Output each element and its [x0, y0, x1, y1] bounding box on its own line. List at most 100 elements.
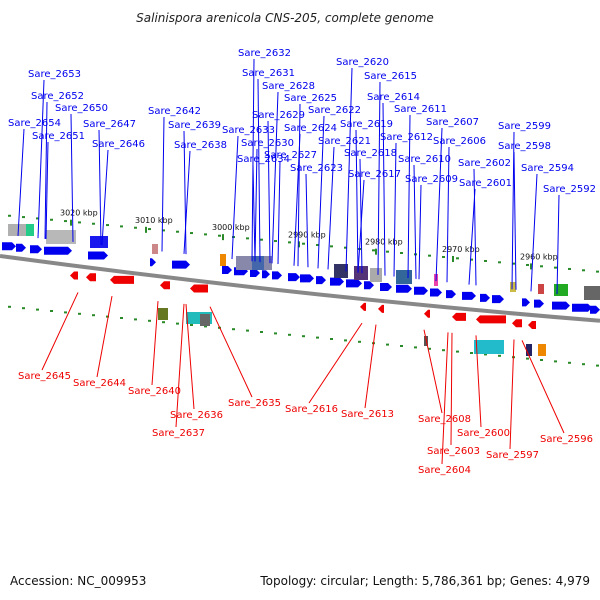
- grid-dot: [568, 267, 571, 270]
- tick-mark: [70, 219, 72, 226]
- forward-gene-arrow: [150, 258, 156, 267]
- reverse-gene-leader: [175, 303, 185, 428]
- reverse-gene-leader: [509, 339, 515, 450]
- grid-dot: [526, 357, 529, 360]
- forward-gene-label: Sare_2610: [398, 154, 451, 165]
- grid-dot: [540, 359, 543, 361]
- gene-feature-block: [554, 284, 568, 296]
- grid-dot: [470, 258, 473, 261]
- grid-dot: [120, 225, 123, 228]
- forward-gene-leader: [327, 146, 335, 270]
- reverse-gene-label: Sare_2596: [540, 434, 593, 445]
- reverse-gene-arrow: [70, 271, 78, 280]
- grid-dot: [106, 315, 109, 318]
- grid-dot: [246, 237, 249, 240]
- grid-dot: [8, 305, 11, 308]
- tick-mark: [375, 248, 377, 255]
- reverse-gene-label: Sare_2616: [285, 404, 338, 415]
- reverse-gene-leader: [423, 329, 443, 414]
- reverse-gene-label: Sare_2644: [73, 378, 126, 389]
- grid-dot: [162, 321, 165, 324]
- grid-dot: [344, 246, 347, 249]
- reverse-gene-arrow: [424, 309, 430, 318]
- forward-gene-label: Sare_2624: [284, 123, 337, 134]
- grid-dot: [330, 338, 333, 340]
- gene-feature-block: [46, 230, 76, 244]
- forward-gene-arrow: [552, 301, 570, 310]
- forward-gene-leader: [473, 168, 477, 286]
- grid-dot: [316, 244, 319, 247]
- forward-gene-label: Sare_2619: [340, 119, 393, 130]
- grid-dot: [274, 240, 277, 243]
- forward-gene-label: Sare_2602: [458, 158, 511, 169]
- forward-gene-label: Sare_2630: [241, 138, 294, 149]
- reverse-gene-leader: [41, 292, 79, 371]
- grid-dot: [78, 312, 81, 315]
- forward-gene-label: Sare_2612: [380, 132, 433, 143]
- forward-gene-leader: [44, 101, 48, 239]
- grid-dot: [148, 228, 151, 231]
- grid-dot: [498, 354, 501, 357]
- forward-gene-arrow: [492, 295, 504, 304]
- forward-gene-label: Sare_2594: [521, 163, 574, 174]
- forward-gene-arrow: [30, 245, 42, 254]
- reverse-gene-arrow: [378, 304, 384, 313]
- forward-gene-label: Sare_2621: [318, 136, 371, 147]
- forward-gene-arrow: [414, 286, 428, 295]
- grid-dot: [92, 222, 95, 225]
- reverse-gene-leader: [450, 332, 453, 446]
- grid-dot: [428, 347, 431, 350]
- forward-gene-arrow: [2, 242, 16, 251]
- forward-gene-leader: [257, 78, 261, 263]
- gene-feature-block: [252, 256, 264, 270]
- grid-dot: [582, 269, 585, 272]
- grid-dots: [8, 214, 599, 367]
- reverse-gene-arrow: [528, 321, 536, 330]
- reverse-gene-arrow: [86, 273, 96, 282]
- reverse-gene-arrow: [452, 312, 466, 321]
- forward-gene-leader: [277, 160, 281, 265]
- grid-dot: [246, 329, 249, 332]
- genome-backbone: [0, 254, 600, 323]
- reverse-gene-leader: [151, 301, 159, 386]
- forward-gene-leader: [252, 164, 256, 262]
- grid-dot: [148, 319, 151, 322]
- gene-feature-block: [8, 224, 26, 236]
- genome-stats-text: Topology: circular; Length: 5,786,361 bp…: [259, 574, 590, 588]
- gene-features: [2, 224, 600, 356]
- grid-dot: [484, 353, 487, 356]
- grid-dot: [302, 335, 305, 338]
- reverse-gene-arrow: [512, 319, 522, 328]
- reverse-gene-leader: [521, 340, 565, 434]
- gene-feature-block: [474, 340, 504, 354]
- grid-dot: [288, 241, 291, 244]
- grid-dot: [414, 346, 417, 349]
- grid-dot: [554, 266, 557, 269]
- forward-gene-label: Sare_2653: [28, 69, 81, 80]
- grid-dot: [260, 331, 263, 333]
- forward-gene-label: Sare_2634: [237, 154, 290, 165]
- gene-feature-block: [526, 344, 532, 356]
- grid-dot: [78, 221, 81, 224]
- grid-dot: [134, 318, 137, 321]
- forward-gene-leader: [161, 116, 165, 252]
- forward-gene-leader: [345, 67, 353, 272]
- grid-dot: [330, 245, 333, 248]
- forward-gene-label: Sare_2647: [83, 119, 136, 130]
- forward-gene-label: Sare_2632: [238, 48, 291, 59]
- grid-dot: [582, 363, 585, 366]
- grid-dot: [134, 226, 137, 229]
- forward-gene-leader: [231, 135, 239, 260]
- tick-label: 3000 kbp: [212, 223, 250, 232]
- forward-gene-label: Sare_2654: [8, 118, 61, 129]
- forward-gene-arrow: [300, 274, 314, 283]
- reverse-gene-label: Sare_2613: [341, 409, 394, 420]
- grid-dot: [260, 238, 263, 241]
- reverse-gene-leader: [96, 296, 113, 378]
- gene-feature-block: [90, 236, 108, 248]
- forward-gene-arrow: [330, 277, 344, 286]
- reverse-gene-leader: [364, 324, 377, 409]
